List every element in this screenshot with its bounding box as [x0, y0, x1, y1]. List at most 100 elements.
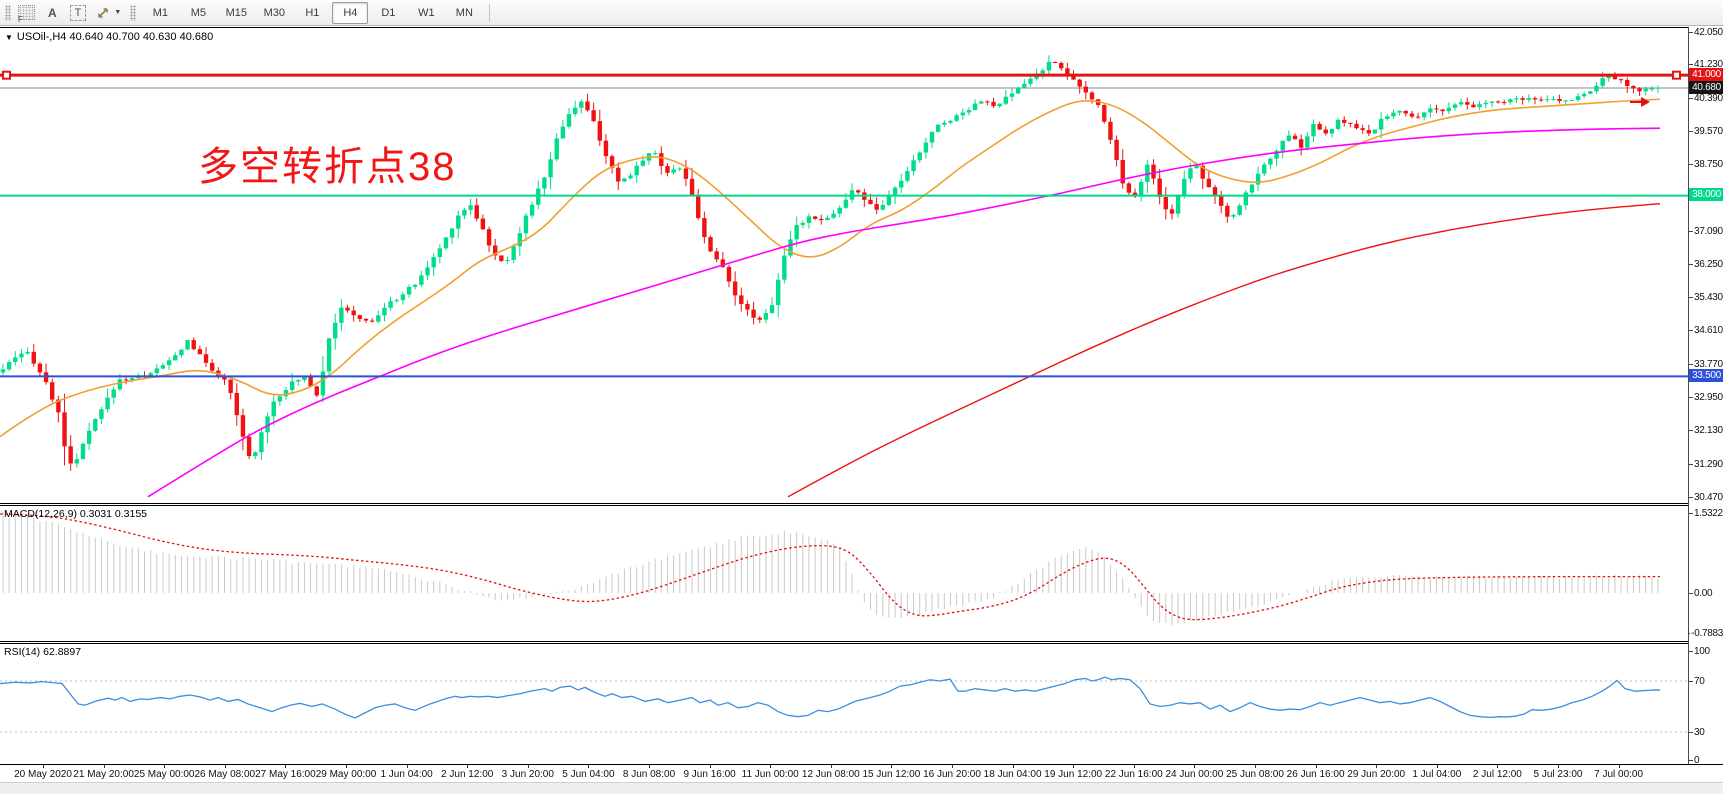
timeframe-button-mn[interactable]: MN: [455, 6, 473, 19]
time-tick-mark: [1255, 765, 1256, 768]
macd-label: MACD(12,26,9) 0.3031 0.3155: [4, 508, 148, 520]
time-label: 2 Jun 12:00: [441, 769, 494, 780]
candlestick-chart[interactable]: [0, 28, 1688, 503]
tick-mark: [1689, 164, 1693, 165]
price-tick-32.950: 32.950: [1689, 392, 1723, 403]
time-label: 15 Jun 12:00: [862, 769, 921, 780]
panel-separator[interactable]: [0, 503, 1723, 506]
time-axis[interactable]: 20 May 2020 21 May 20:00 25 May 00:00 26 Ma…: [0, 764, 1723, 782]
time-label: 19 Jun 12:00: [1044, 769, 1103, 780]
time-tick-mark: [1497, 765, 1499, 768]
time-label: 25 May 00:00: [133, 769, 195, 780]
rsi-tick-0: 0: [1689, 755, 1723, 766]
tick-mark: [1689, 759, 1693, 761]
time-tick-mark: [103, 765, 105, 768]
timeframe-button-h1[interactable]: H1: [305, 6, 320, 19]
rsi-tick-30: 30: [1689, 727, 1723, 738]
timeframe-button-m30[interactable]: M30: [263, 6, 286, 19]
fast-ma-orange[interactable]: [0, 98, 1661, 438]
time-tick-mark: [527, 765, 529, 768]
timeframe-toolbar-handle[interactable]: [130, 4, 137, 21]
macd-panel[interactable]: MACD(12,26,9) 0.3031 0.3155: [0, 506, 1688, 641]
timeframe-button-w1[interactable]: W1: [418, 6, 435, 19]
tick-mark: [1689, 363, 1693, 365]
time-label: 1 Jul 04:00: [1412, 769, 1462, 780]
timeframe-button-m5[interactable]: M5: [190, 6, 206, 19]
arrange-objects-icon[interactable]: ▼: [96, 6, 121, 20]
timeframe-button-m1[interactable]: M1: [152, 6, 168, 19]
macd-histogram: [2, 511, 1659, 626]
rsi-panel[interactable]: RSI(14) 62.8897: [0, 644, 1688, 764]
price-tick-40.390: 40.390: [1689, 93, 1723, 104]
price-tick-33.770: 33.770: [1689, 359, 1723, 370]
rsi-tick-70: 70: [1689, 676, 1723, 687]
price-badge-41.000: 41.000: [1689, 67, 1723, 81]
tick-mark: [1689, 592, 1693, 594]
time-tick-mark: [43, 765, 44, 768]
time-label: 29 May 00:00: [315, 769, 377, 780]
time-label: 9 Jun 16:00: [683, 769, 736, 780]
tick-mark: [1689, 98, 1693, 100]
time-tick-mark: [224, 765, 226, 768]
price-tick-31.290: 31.290: [1689, 459, 1723, 470]
toolbar-separator: [489, 3, 491, 22]
tick-mark: [1689, 680, 1693, 682]
macd-tick-0.00: 0.00: [1689, 588, 1723, 599]
resistance-line-handle[interactable]: [2, 70, 11, 80]
time-label: 5 Jun 04:00: [562, 769, 615, 780]
timeframe-button-d1[interactable]: D1: [381, 6, 396, 19]
text-label-icon[interactable]: A: [48, 5, 57, 20]
time-label: 21 May 20:00: [73, 769, 134, 780]
time-tick-mark: [1073, 765, 1075, 768]
price-tick-42.050: 42.050: [1689, 27, 1723, 38]
chevron-down-icon[interactable]: ▼: [114, 9, 122, 16]
time-tick-mark: [830, 765, 832, 768]
tick-mark: [1689, 264, 1693, 266]
mid-ma-magenta[interactable]: [147, 127, 1661, 498]
tick-mark: [1689, 429, 1693, 431]
tick-mark: [1689, 330, 1693, 332]
time-tick-mark: [1558, 765, 1559, 768]
price-arrow-marker[interactable]: [1630, 97, 1650, 107]
candles-group: [0, 55, 1661, 471]
price-tick-32.130: 32.130: [1689, 425, 1723, 436]
text-box-icon[interactable]: T: [69, 4, 87, 21]
slow-ma-red[interactable]: [787, 202, 1661, 498]
tick-mark: [1689, 396, 1693, 398]
time-tick-mark: [952, 765, 953, 768]
rsi-chart: [0, 676, 1688, 733]
time-label: 3 Jun 20:00: [501, 769, 554, 780]
time-label: 2 Jul 12:00: [1472, 769, 1522, 780]
tick-mark: [1689, 230, 1693, 232]
time-label: 16 Jun 20:00: [923, 769, 981, 780]
timeframe-button-h4[interactable]: H4: [332, 1, 369, 24]
price-tick-38.750: 38.750: [1689, 159, 1723, 170]
tick-mark: [1689, 496, 1693, 498]
rsi-line: [0, 676, 1661, 719]
tick-mark: [1689, 632, 1691, 634]
chart-annotation-text[interactable]: 多空转折点38: [198, 145, 457, 189]
macd-chart: [0, 511, 1661, 626]
price-tick-36.250: 36.250: [1689, 259, 1723, 270]
time-tick-mark: [649, 765, 650, 768]
time-tick-mark: [1194, 765, 1196, 768]
panel-separator[interactable]: [0, 641, 1723, 644]
price-tick-34.610: 34.610: [1689, 325, 1723, 336]
time-tick-mark: [346, 765, 347, 768]
time-label: 22 Jun 16:00: [1104, 769, 1163, 780]
chart-dropdown-icon[interactable]: ▼: [5, 32, 13, 42]
time-label: 26 Jun 16:00: [1286, 769, 1345, 780]
toolbar-drag-handle[interactable]: [5, 4, 11, 21]
chart-title: ▼ USOil-,H4 40.640 40.700 40.630 40.680: [5, 31, 213, 43]
price-axis[interactable]: 42.05041.23040.39039.57038.75037.91037.0…: [1688, 27, 1723, 766]
resistance-line-handle[interactable]: [1672, 70, 1681, 80]
tick-mark: [1689, 650, 1693, 652]
price-chart-panel[interactable]: ▼ USOil-,H4 40.640 40.700 40.630 40.680 …: [0, 27, 1688, 503]
time-tick-mark: [164, 765, 166, 768]
price-badge-40.680: 40.680: [1689, 80, 1723, 94]
snap-grid-icon[interactable]: F: [18, 5, 35, 24]
time-label: 20 May 2020: [14, 769, 72, 780]
macd-tick-1.5322: 1.5322: [1689, 508, 1723, 519]
chart-title-text: USOil-,H4 40.640 40.700 40.630 40.680: [16, 31, 214, 43]
timeframe-button-m15[interactable]: M15: [225, 6, 248, 19]
